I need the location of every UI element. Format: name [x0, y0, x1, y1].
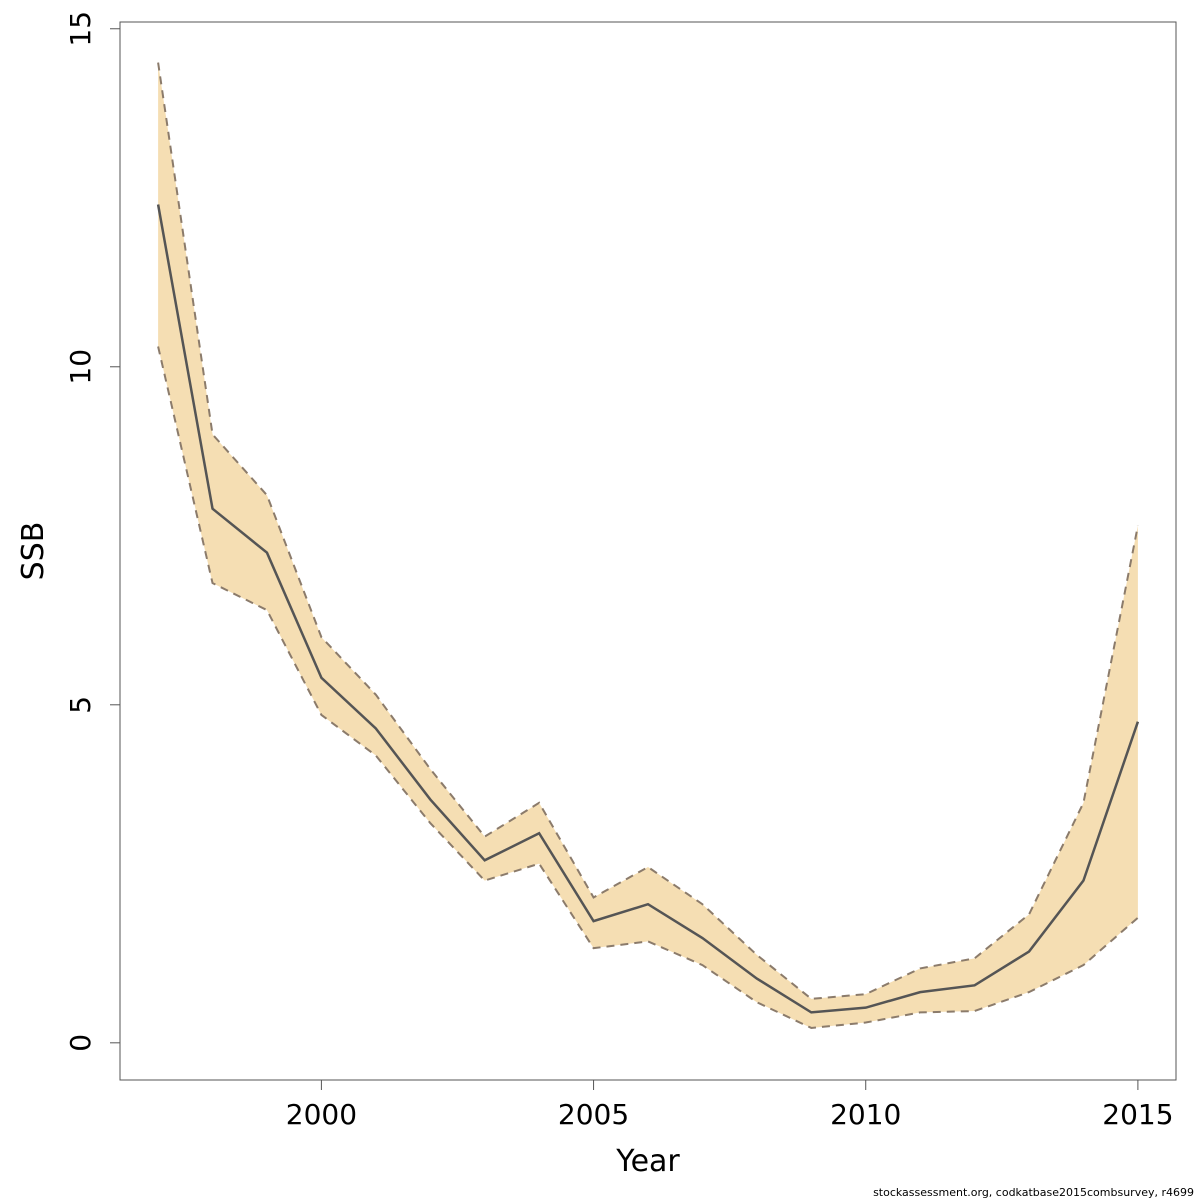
x-axis-title: Year	[615, 1144, 680, 1179]
y-tick-label: 0	[64, 1034, 97, 1052]
y-axis-title: SSB	[16, 522, 51, 581]
x-axis: 2000 2005 2010 2015	[286, 1080, 1174, 1131]
ssb-estimate-line	[156, 204, 1140, 1014]
x-tick-label: 2005	[558, 1098, 629, 1131]
lower-bound-line	[157, 346, 1139, 1029]
confidence-band-layer	[158, 62, 1138, 1028]
plot-frame	[119, 21, 1177, 1081]
series-lines-layer	[156, 62, 1140, 1029]
y-axis: 0 5 10 15	[64, 11, 120, 1052]
source-footnote: stockassessment.org, codkatbase2015combs…	[873, 1186, 1194, 1199]
confidence-band	[158, 62, 1138, 1028]
y-tick-label: 15	[64, 11, 97, 47]
upper-bound-line	[157, 62, 1139, 1000]
y-tick-label: 5	[64, 696, 97, 714]
x-tick-label: 2000	[286, 1098, 357, 1131]
y-tick-label: 10	[64, 349, 97, 385]
x-tick-label: 2010	[830, 1098, 901, 1131]
x-tick-label: 2015	[1102, 1098, 1173, 1131]
